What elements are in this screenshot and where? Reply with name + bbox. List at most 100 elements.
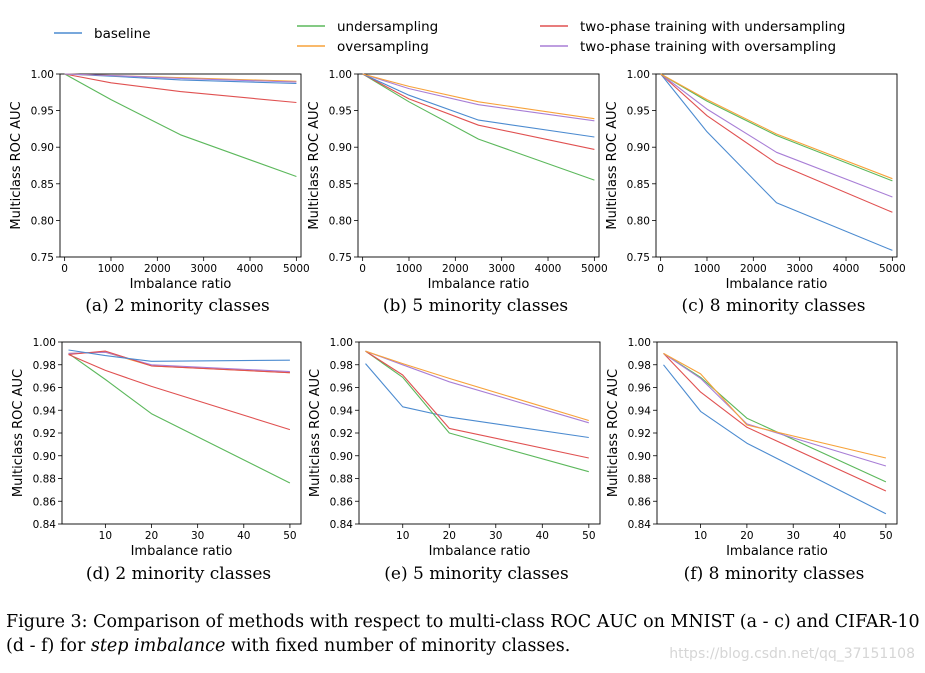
y-tick-label: 0.94 xyxy=(628,405,652,417)
legend-label-undersampling: undersampling xyxy=(337,19,438,35)
y-tick-label: 0.98 xyxy=(33,360,56,372)
x-tick-label: 5000 xyxy=(581,263,608,275)
x-tick-label: 20 xyxy=(740,530,753,542)
x-tick-label: 10 xyxy=(99,530,112,542)
y-tick-label: 0.86 xyxy=(33,496,57,508)
x-tick-label: 10 xyxy=(396,530,409,542)
y-tick-label: 1.00 xyxy=(329,69,352,81)
plot-frame xyxy=(61,341,302,525)
x-tick-label: 5000 xyxy=(283,263,310,275)
y-tick-label: 0.84 xyxy=(628,519,652,531)
series-line-oversampling xyxy=(365,350,589,422)
series-line-undersampling xyxy=(68,352,291,484)
watermark: https://blog.csdn.net/qq_37151108 xyxy=(669,646,915,662)
series-line-twophase_over xyxy=(365,350,589,424)
subcaption: (f) 8 minority classes xyxy=(684,564,865,584)
x-axis-label: Imbalance ratio xyxy=(130,277,232,292)
x-tick-label: 0 xyxy=(359,263,366,275)
chart-panel-d: 0.84 0.86 0.88 0.90 0.92 0.94 0.96 0.98 1.00 10 20… xyxy=(11,337,302,584)
x-tick-label: 4000 xyxy=(535,263,562,275)
y-tick-label: 0.96 xyxy=(330,383,354,395)
y-tick-label: 0.80 xyxy=(329,215,352,227)
x-tick-label: 40 xyxy=(536,530,549,542)
y-tick-label: 0.86 xyxy=(330,496,354,508)
y-tick-label: 1.00 xyxy=(31,69,54,81)
x-tick-label: 4000 xyxy=(237,263,264,275)
x-tick-label: 2000 xyxy=(144,263,171,275)
x-axis-label: Imbalance ratio xyxy=(131,544,233,559)
y-tick-label: 0.90 xyxy=(627,142,650,154)
subcaption: (d) 2 minority classes xyxy=(86,564,271,584)
y-tick-label: 0.90 xyxy=(33,451,56,463)
x-axis-label: Imbalance ratio xyxy=(428,277,530,292)
x-axis-label: Imbalance ratio xyxy=(726,544,828,559)
x-tick-label: 1000 xyxy=(694,263,721,275)
y-tick-label: 1.00 xyxy=(33,337,56,349)
y-axis-label: Multiclass ROC AUC xyxy=(11,369,26,497)
series-line-baseline xyxy=(68,349,290,362)
y-tick-label: 1.00 xyxy=(330,337,353,349)
y-tick-label: 0.95 xyxy=(627,106,650,118)
x-tick-label: 30 xyxy=(787,530,800,542)
series-line-undersampling xyxy=(362,73,595,181)
series-line-oversampling xyxy=(660,73,893,180)
y-tick-label: 0.75 xyxy=(627,252,650,264)
plot-frame xyxy=(358,341,601,525)
y-axis-label: Multiclass ROC AUC xyxy=(606,369,621,497)
y-tick-label: 0.92 xyxy=(628,428,651,440)
caption-line2-start: (d - f) for xyxy=(6,636,91,656)
y-axis-label: Multiclass ROC AUC xyxy=(308,369,323,497)
series-line-twophase_under xyxy=(362,73,595,150)
y-tick-label: 0.96 xyxy=(33,383,57,395)
x-tick-label: 50 xyxy=(582,530,595,542)
series-line-baseline xyxy=(663,364,887,515)
series-line-baseline xyxy=(660,73,893,251)
x-tick-label: 10 xyxy=(694,530,707,542)
x-axis-label: Imbalance ratio xyxy=(429,544,531,559)
chart-panel-a: 0.75 0.80 0.85 0.90 0.95 1.00 0 1000 2000 3000 400… xyxy=(9,69,310,316)
x-tick-label: 2000 xyxy=(442,263,469,275)
x-tick-label: 50 xyxy=(879,530,892,542)
plot-frame xyxy=(59,73,302,258)
y-tick-label: 0.98 xyxy=(330,360,353,372)
legend-label-twophase_over: two-phase training with oversampling xyxy=(580,39,836,55)
y-tick-label: 0.85 xyxy=(31,179,54,191)
series-line-twophase_under xyxy=(64,73,297,104)
y-tick-label: 0.80 xyxy=(31,215,54,227)
figure-caption-line-2: (d - f) for step imbalance with fixed nu… xyxy=(6,636,570,656)
series-line-twophase_under xyxy=(68,353,291,431)
y-tick-label: 0.96 xyxy=(628,383,652,395)
y-tick-label: 0.98 xyxy=(628,360,651,372)
series-line-undersampling xyxy=(365,350,589,473)
chart-panel-b: 0.75 0.80 0.85 0.90 0.95 1.00 0 1000 2000 3000 400… xyxy=(307,69,608,316)
y-tick-label: 0.95 xyxy=(31,106,54,118)
series-line-oversampling xyxy=(362,73,595,120)
x-tick-label: 0 xyxy=(657,263,664,275)
caption-line2-end: with fixed number of minority classes. xyxy=(225,636,571,656)
y-axis-label: Multiclass ROC AUC xyxy=(605,101,620,229)
y-tick-label: 0.88 xyxy=(33,474,56,486)
x-axis-label: Imbalance ratio xyxy=(726,277,828,292)
series-line-undersampling xyxy=(64,73,297,178)
series-line-twophase_under xyxy=(660,73,893,213)
x-tick-label: 0 xyxy=(61,263,68,275)
figure-caption-line-1: Figure 3: Comparison of methods with res… xyxy=(6,612,920,632)
y-axis-label: Multiclass ROC AUC xyxy=(9,101,24,229)
series-line-twophase_under xyxy=(365,350,589,459)
x-tick-label: 40 xyxy=(833,530,846,542)
subcaption: (b) 5 minority classes xyxy=(383,296,568,316)
subcaption: (e) 5 minority classes xyxy=(384,564,568,584)
x-tick-label: 20 xyxy=(443,530,456,542)
x-tick-label: 1000 xyxy=(396,263,423,275)
x-tick-label: 50 xyxy=(283,530,296,542)
x-tick-label: 4000 xyxy=(833,263,860,275)
x-tick-label: 3000 xyxy=(488,263,515,275)
y-tick-label: 0.92 xyxy=(330,428,353,440)
x-tick-label: 30 xyxy=(191,530,204,542)
series-line-undersampling xyxy=(660,73,893,182)
legend: baseline undersampling oversampling two-pha… xyxy=(54,19,845,55)
y-tick-label: 0.95 xyxy=(329,106,352,118)
series-line-twophase_under xyxy=(663,353,887,492)
y-tick-label: 1.00 xyxy=(628,337,651,349)
